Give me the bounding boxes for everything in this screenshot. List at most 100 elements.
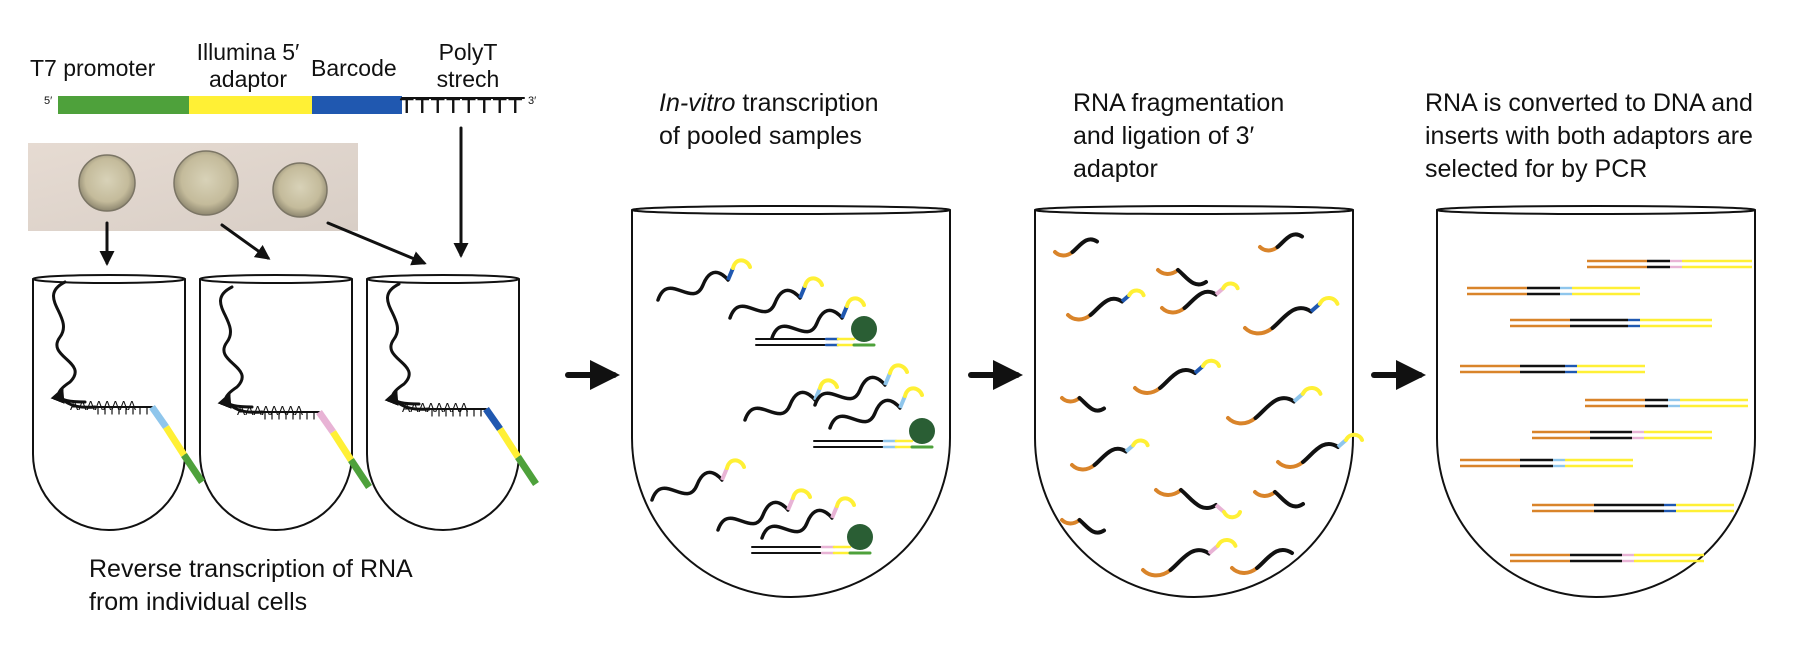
frag-6-adaptor5 — [1317, 296, 1340, 306]
rt-caption-line2: from individual cells — [89, 588, 308, 616]
frag-16-adaptor3 — [1230, 566, 1259, 575]
frag-12-adaptor3 — [1276, 460, 1305, 469]
frag-caption-line3: adaptor — [1073, 155, 1158, 183]
three-prime-end-label: 3′ — [528, 95, 536, 107]
frag-6-adaptor3 — [1243, 326, 1275, 336]
frag-16-rna — [1255, 548, 1294, 570]
mrna-strand-3 — [386, 282, 421, 406]
rt-t7-2 — [348, 458, 372, 489]
ivt-caption-italic: In-vitro — [659, 89, 736, 117]
ivt-mol-9-barcode — [830, 505, 839, 519]
cell-2 — [173, 150, 239, 216]
tube-2-rim — [199, 274, 353, 284]
ivt-mol-7-rna — [650, 470, 724, 502]
frag-8-adaptor3 — [1133, 386, 1162, 395]
construct-barcode-segment — [312, 96, 402, 114]
ivt-mol-8-adaptor — [791, 488, 812, 500]
tube-3-body — [366, 278, 520, 531]
ivt-mol-8-rna — [716, 500, 790, 532]
ivt-mol-9-adaptor — [835, 496, 856, 508]
rt-barcode-1 — [149, 404, 169, 430]
rt-t7-3 — [515, 455, 539, 486]
frag-3-adaptor3 — [1258, 245, 1280, 253]
frag-2-adaptor3 — [1156, 268, 1180, 276]
pcr-container-rim — [1436, 205, 1756, 215]
illumina-adaptor-label: Illumina 5′ adaptor — [183, 39, 313, 93]
ivt-mol-4-adaptor — [818, 378, 839, 390]
frag-3-rna — [1275, 232, 1304, 249]
cdna-arrow-2 — [217, 392, 264, 414]
ivt-mol-6-barcode — [898, 395, 907, 409]
rt-adaptor-3 — [497, 427, 521, 459]
frag-11-adaptor5 — [1222, 510, 1242, 520]
mrna-strand-2 — [219, 285, 254, 409]
frag-13-adaptor3 — [1060, 518, 1082, 526]
tube-1-rim — [32, 274, 186, 284]
frag-5-rna — [1182, 289, 1218, 310]
rt-barcode-3 — [483, 406, 503, 432]
rt-adaptor-1 — [163, 425, 187, 457]
frag-8-rna — [1158, 368, 1197, 390]
tube-2-body — [199, 278, 353, 531]
cdna-arrow-1 — [50, 387, 97, 409]
ivt-mol-4-rna — [743, 390, 817, 422]
frag-4-rna — [1088, 296, 1124, 317]
ivt-mol-5-barcode — [883, 372, 892, 386]
ivt-mol-3-adaptor — [845, 296, 866, 308]
frag-6-rna — [1270, 306, 1313, 330]
polya-tail-3: AAAAAAAA — [402, 400, 468, 415]
svg-text-layer: 5′ TTTTTTTT 3′ AAAAAAAA AAAAAAAA AAAAAAA… — [44, 95, 536, 418]
cell-1 — [78, 154, 136, 212]
tube-1-body — [32, 278, 186, 531]
pcr-caption-line3: selected for by PCR — [1425, 155, 1648, 183]
frag-15-rna — [1168, 548, 1211, 572]
frag-9-adaptor5 — [1300, 386, 1323, 396]
polyt-label-line1: PolyT — [438, 39, 498, 65]
frag-4-adaptor5 — [1127, 288, 1146, 298]
pooled-container-body — [631, 209, 951, 598]
frag-12-rna — [1301, 442, 1340, 464]
polyt-label-line2: strech — [436, 66, 500, 92]
arrow-cell3-to-tube — [326, 221, 427, 266]
t7-promoter-label: T7 promoter — [30, 55, 156, 81]
illumina-adaptor-label-line1: Illumina 5′ — [196, 39, 300, 65]
ivt-mol-1-rna — [656, 270, 730, 302]
rt-adaptor-2 — [330, 430, 354, 462]
frag-4-adaptor3 — [1066, 313, 1093, 322]
frag-15-adaptor3 — [1141, 568, 1173, 578]
frag-15-adaptor5 — [1215, 538, 1238, 548]
frag-12-adaptor5 — [1344, 432, 1364, 442]
ivt-caption-rest: transcription — [735, 89, 879, 117]
pcr-caption-line1: RNA is converted to DNA and — [1425, 89, 1753, 117]
frag-1-adaptor3 — [1053, 250, 1075, 258]
ivt-mol-6-adaptor — [903, 386, 924, 398]
polyt-stretch-label: PolyT strech — [423, 39, 513, 93]
mrna-strand-1 — [52, 280, 87, 404]
arrow-cell2-to-tube — [220, 223, 271, 260]
frag-10-rna — [1092, 446, 1128, 467]
frag-caption-line2: and ligation of 3′ — [1073, 122, 1255, 150]
ivt-mol-2-rna — [728, 288, 802, 320]
rt-t7-1 — [181, 453, 205, 484]
ivt-mol-5-rna — [813, 375, 887, 407]
cdna-arrow-3 — [384, 389, 431, 411]
ivt-caption-line1: In-vitro transcription — [659, 87, 879, 120]
ivt-mol-7-barcode — [720, 467, 729, 481]
ivt-mol-1-adaptor — [731, 258, 752, 270]
tube-3-rim — [366, 274, 520, 284]
frag-14-rna — [1273, 490, 1305, 509]
pcr-container-body — [1436, 209, 1756, 598]
fragmentation-container-rim — [1034, 205, 1354, 215]
frag-11-adaptor3 — [1154, 488, 1183, 497]
rt-caption-line1: Reverse transcription of RNA — [89, 555, 413, 583]
frag-13-rna — [1077, 518, 1106, 535]
rt-barcode-2 — [316, 409, 336, 435]
polya-tail-2: AAAAAAAA — [237, 403, 303, 418]
ivt-mol-3-barcode — [840, 305, 849, 319]
pcr-caption: RNA is converted to DNA and inserts with… — [1425, 87, 1753, 186]
frag-7-adaptor3 — [1060, 396, 1082, 404]
frag-10-adaptor5 — [1131, 438, 1150, 448]
ivt-duplex-2-polymerase — [909, 418, 935, 444]
ivt-mol-1-barcode — [726, 267, 735, 281]
